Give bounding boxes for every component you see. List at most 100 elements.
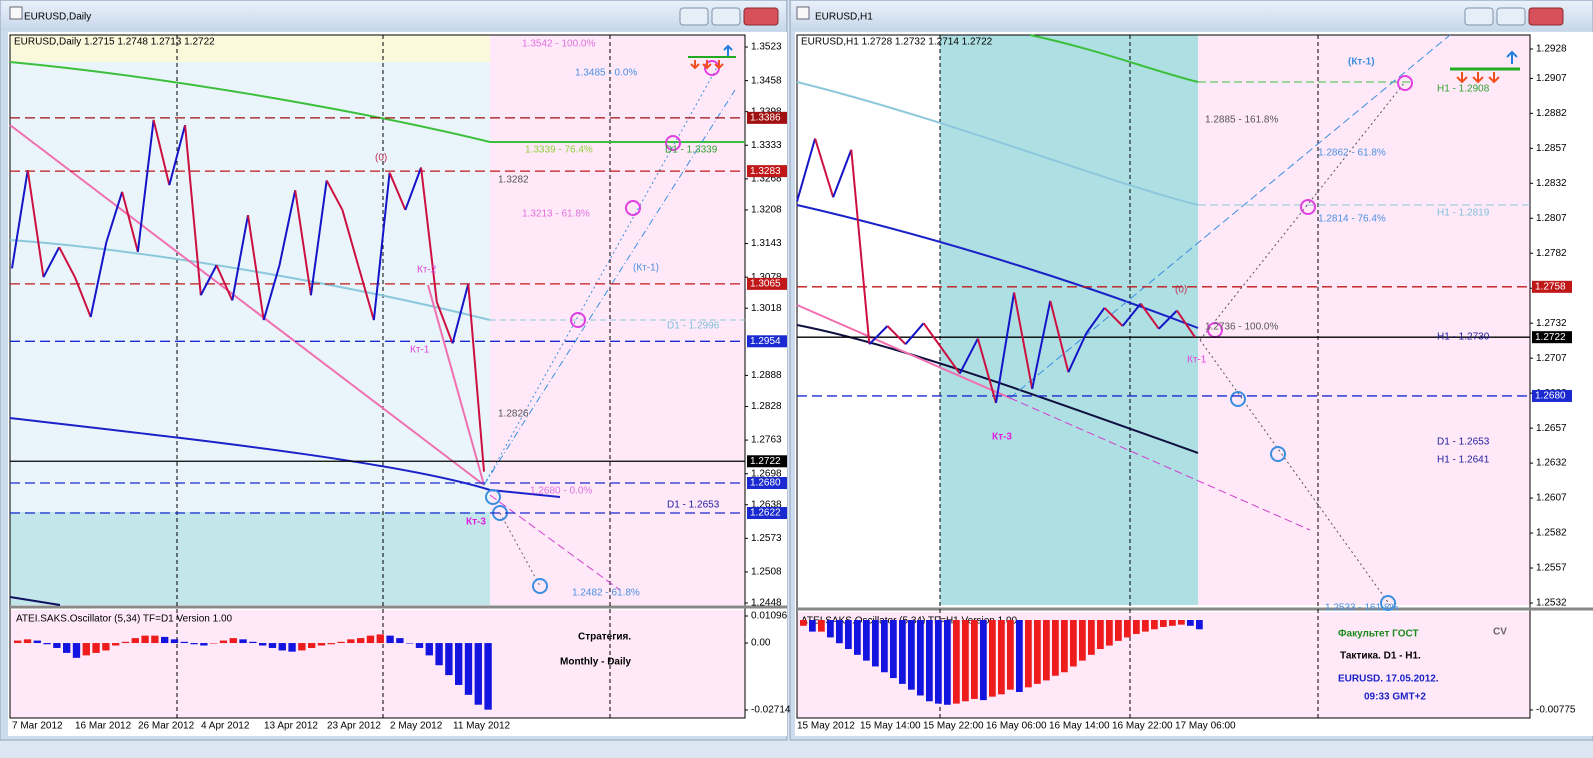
price-tick-label: 1.2888 [751,370,782,381]
maximize-button[interactable] [1496,7,1526,26]
zone-bg [10,35,490,62]
annotation: 1.2862 - 61.8% [1318,148,1386,159]
target-circle [532,578,548,594]
oscillator-bar [53,643,61,648]
zigzag-segment [74,276,92,318]
oscillator-bar [809,620,816,632]
level-tag [747,111,787,124]
oscillator-bar [445,643,453,676]
oscillator-bar [131,638,139,644]
zigzag-segment [168,124,187,186]
annotation: Кт-1 [410,345,430,356]
oscillator-bar [102,643,110,651]
oscillator-bar [1187,620,1194,626]
oscillator-bar [989,620,996,697]
annotation: 1.2885 - 161.8% [1205,115,1278,126]
oscillator-bar [872,620,879,667]
time-label: 13 Apr 2012 [264,721,318,732]
price-tick-label: 1.2532 [1536,598,1567,609]
price-tick-label: 1.3078 [751,272,782,283]
maximize-button[interactable] [711,7,741,26]
price-tick-label: 1.2448 [751,598,782,609]
oscillator-bar [239,639,247,644]
target-circle [665,135,681,151]
price-tick-label: 1.2582 [1536,528,1567,539]
note-text: 09:33 GMT+2 [1364,692,1426,703]
price-tick-label: 1.2832 [1536,178,1567,189]
price-tick-label: 1.3143 [751,238,782,249]
time-label: 16 Mar 2012 [75,721,132,732]
zone-bg [940,35,1198,605]
trend-line [427,284,485,486]
zigzag-segment [435,301,454,344]
oscillator-bar [474,643,482,705]
oscillator-bar [210,643,218,644]
oscillator-bar [259,643,267,646]
projection [1199,81,1406,606]
ma-line [796,324,1199,454]
annotation: H1 - 1.2730 [1437,332,1490,343]
oscillator-bar [63,643,71,653]
oscillator-bar [1142,620,1149,632]
price-tick-label: 1.2573 [751,533,782,544]
level-tag-label: 1.2622 [750,508,781,519]
oscillator-bar [1133,620,1140,634]
annotation: D1 - 1.2653 [667,500,720,511]
zigzag-segment [404,167,423,211]
annotation: 1.2533 - 161.8% [1325,603,1398,614]
time-label: 15 May 14:00 [860,721,921,732]
price-tick-label: 1.3268 [751,174,782,185]
note-text: CV [1493,627,1507,638]
oscillator-bar [1079,620,1086,661]
level-tag-label: 1.2722 [1535,332,1566,343]
oscillator-bar [917,620,924,696]
zigzag-segment [42,246,61,278]
oscillator-tick-label: -0.02714 [751,705,791,716]
zigzag-segment [247,214,265,321]
annotation: Кт-1 [1187,355,1207,366]
oscillator-bar [1160,620,1167,627]
annotation: 1.2482 - 61.8% [572,588,640,599]
minimize-button[interactable] [679,7,709,26]
projection [483,89,736,486]
annotation: 1.3282 [498,175,529,186]
zigzag-segment [231,214,249,301]
oscillator-bar [151,635,159,644]
annotation: H1 - 1.2908 [1437,84,1490,95]
oscillator-bar [455,643,463,685]
target-circle [625,200,641,216]
oscillator-bar [161,636,169,644]
oscillator-bar [1061,620,1068,673]
target-circle [1270,446,1286,462]
zigzag-segment [136,119,155,252]
close-button[interactable] [743,7,779,26]
ma-line [9,61,745,143]
time-label: 26 Mar 2012 [138,721,195,732]
time-label: 16 May 06:00 [986,721,1047,732]
title-bar [1,1,786,31]
oscillator-bar [1115,620,1122,641]
annotation: 1.3542 - 100.0% [522,39,595,50]
zigzag-segment [1158,309,1178,330]
zigzag-segment [1013,292,1034,390]
oscillator-bar [376,634,384,644]
oscillator-bar [200,643,208,646]
oscillator-bar [92,643,100,653]
oscillator-bar [962,620,969,702]
annotation: (0) [1175,285,1187,296]
zigzag-segment [1049,300,1070,373]
annotation: 1.3485 - 0.0% [575,68,637,79]
zigzag-segment [199,264,218,296]
target-circle [570,312,586,328]
projection [1009,34,1451,399]
oscillator-bar [112,643,120,646]
minimize-button[interactable] [1464,7,1494,26]
oscillator-bg [10,610,745,718]
oscillator-bar [347,639,355,644]
zigzag-segment [850,149,871,345]
close-button[interactable] [1528,7,1564,26]
zigzag-segment [796,138,817,202]
chart-info: EURUSD,H1 1.2728 1.2732 1.2714 1.2722 [801,37,993,48]
oscillator-bar [288,643,296,652]
